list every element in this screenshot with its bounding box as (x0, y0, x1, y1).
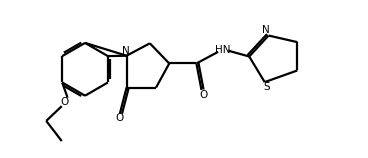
Text: N: N (122, 46, 130, 56)
Text: S: S (263, 82, 270, 92)
Text: O: O (199, 90, 208, 100)
Text: HN: HN (215, 45, 231, 55)
Text: N: N (262, 25, 269, 36)
Text: O: O (60, 97, 68, 107)
Text: O: O (116, 113, 124, 123)
